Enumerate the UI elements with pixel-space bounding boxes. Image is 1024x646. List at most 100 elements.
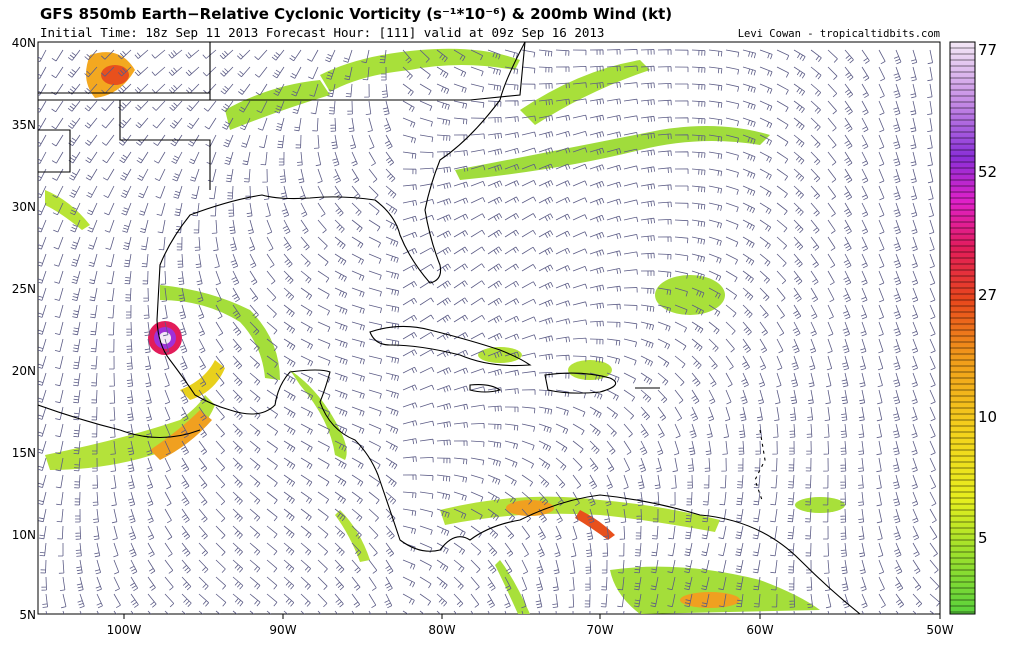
wind-barb bbox=[51, 66, 64, 79]
wind-barb bbox=[163, 321, 169, 337]
wind-barb bbox=[789, 406, 797, 421]
wind-barb bbox=[929, 440, 936, 456]
wind-barb bbox=[753, 576, 761, 591]
wind-barb bbox=[911, 372, 918, 388]
wind-barb bbox=[272, 66, 285, 79]
wind-barb bbox=[657, 440, 664, 456]
wind-barb bbox=[249, 593, 261, 607]
wind-barb bbox=[181, 491, 190, 506]
wind-barb bbox=[96, 593, 103, 609]
wind-barb bbox=[688, 440, 696, 456]
wind-barb bbox=[893, 134, 901, 150]
wind-barb bbox=[470, 246, 485, 255]
wind-barb bbox=[911, 270, 919, 286]
wind-barb bbox=[878, 100, 885, 116]
wind-barb bbox=[706, 423, 713, 439]
wind-barb bbox=[436, 403, 452, 411]
wind-barb bbox=[893, 185, 901, 201]
wind-barb bbox=[759, 168, 772, 180]
wind-barb bbox=[237, 49, 251, 60]
wind-barb bbox=[668, 525, 676, 540]
wind-barb bbox=[419, 331, 435, 340]
wind-barb bbox=[504, 116, 519, 122]
wind-barb bbox=[215, 372, 225, 387]
wind-barb bbox=[368, 151, 376, 167]
wind-barb bbox=[266, 593, 278, 607]
wind-barb bbox=[555, 336, 570, 343]
wind-barb bbox=[381, 83, 388, 98]
wind-barb bbox=[487, 100, 502, 107]
wind-barb bbox=[742, 287, 754, 301]
wind-barb bbox=[657, 389, 668, 404]
wind-barb bbox=[436, 331, 452, 340]
wind-barb bbox=[809, 338, 817, 354]
wind-barb bbox=[255, 83, 268, 96]
wind-barb bbox=[555, 265, 571, 272]
wind-barb bbox=[860, 338, 867, 354]
wind-barb bbox=[759, 610, 761, 614]
wind-barb bbox=[91, 389, 98, 404]
wind-barb bbox=[189, 168, 200, 182]
wind-barb bbox=[228, 202, 235, 217]
wind-barb bbox=[317, 491, 330, 504]
wind-barb bbox=[147, 491, 154, 507]
wind-barb bbox=[215, 440, 225, 455]
wind-barb bbox=[708, 236, 722, 246]
wind-barb bbox=[620, 508, 627, 523]
wind-barb bbox=[861, 253, 868, 269]
wind-barb bbox=[69, 202, 81, 216]
wind-barb bbox=[384, 134, 393, 150]
wind-barb bbox=[893, 287, 902, 303]
wind-barb bbox=[249, 423, 261, 437]
wind-barb bbox=[368, 525, 379, 540]
wind-barb bbox=[737, 457, 744, 472]
wind-barb bbox=[657, 99, 672, 106]
wind-barb bbox=[823, 525, 829, 540]
wind-barb bbox=[790, 389, 798, 405]
wind-barb bbox=[504, 246, 519, 255]
wind-barb bbox=[232, 406, 243, 420]
wind-barb bbox=[637, 491, 644, 506]
wind-barb bbox=[705, 440, 712, 455]
wind-barb bbox=[249, 542, 261, 556]
wind-barb bbox=[826, 355, 833, 371]
wind-barb bbox=[861, 151, 869, 167]
wind-barb bbox=[419, 491, 434, 499]
wind-barb bbox=[317, 202, 326, 217]
wind-barb bbox=[840, 525, 847, 540]
wind-barb bbox=[368, 576, 377, 591]
wind-barb bbox=[453, 542, 466, 555]
wind-barb bbox=[470, 66, 484, 77]
wind-barb bbox=[572, 180, 588, 187]
wind-barb bbox=[538, 213, 554, 222]
wind-barb bbox=[654, 474, 661, 489]
wind-barb bbox=[623, 269, 638, 275]
wind-barb bbox=[876, 491, 882, 507]
wind-barb bbox=[585, 559, 592, 574]
wind-barb bbox=[283, 236, 292, 251]
wind-barb bbox=[555, 406, 569, 416]
wind-barb bbox=[419, 610, 425, 614]
wind-barb bbox=[38, 117, 47, 130]
wind-barb bbox=[129, 559, 138, 575]
wind-barb bbox=[928, 202, 934, 218]
wind-barb bbox=[759, 253, 771, 267]
wind-barb bbox=[453, 83, 467, 94]
wind-barb bbox=[168, 66, 183, 76]
wind-barb bbox=[538, 66, 553, 73]
wind-barb bbox=[419, 100, 433, 111]
wind-barb bbox=[619, 525, 626, 540]
wind-barb bbox=[151, 83, 166, 94]
wind-barb bbox=[351, 321, 365, 331]
wind-barb bbox=[111, 491, 117, 507]
wind-barb bbox=[684, 559, 693, 574]
wind-barb bbox=[283, 372, 296, 385]
wind-barb bbox=[805, 457, 812, 472]
wind-barb bbox=[538, 335, 554, 343]
wind-barb bbox=[538, 83, 553, 89]
wind-barb bbox=[300, 304, 313, 317]
wind-barb bbox=[657, 201, 672, 208]
wind-barb bbox=[249, 440, 261, 454]
wind-barb bbox=[127, 457, 135, 473]
wind-barb bbox=[368, 219, 381, 232]
